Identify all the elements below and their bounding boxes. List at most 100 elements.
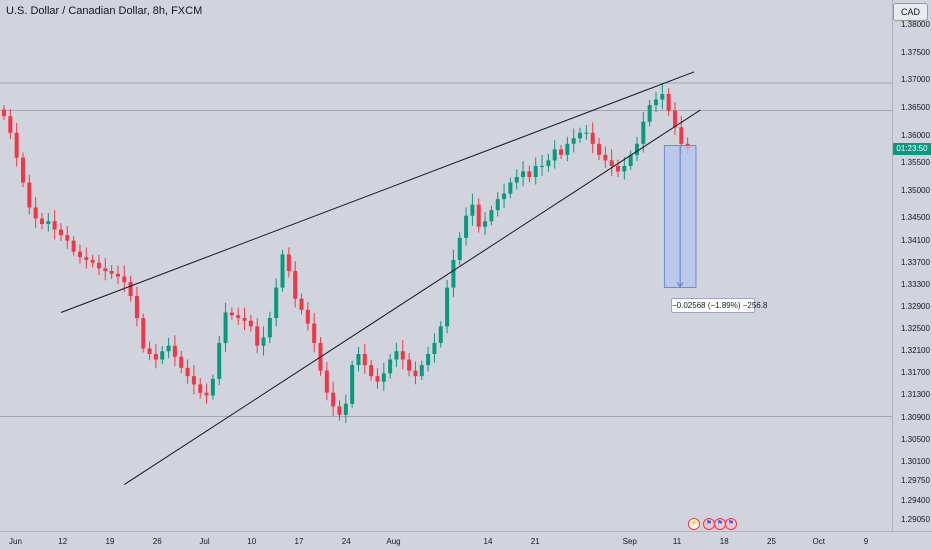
candle-body: [280, 254, 285, 288]
time-tick-label: 11: [672, 537, 682, 546]
price-tick-label: 1.34100: [901, 235, 930, 245]
candle-body: [394, 351, 399, 360]
candle-body: [552, 149, 557, 161]
price-tick-label: 1.35500: [901, 158, 930, 168]
candle-body: [559, 149, 564, 155]
candle-body: [331, 392, 336, 407]
candle-body: [584, 132, 589, 134]
candle-body: [470, 204, 475, 216]
price-tick-label: 1.30900: [901, 412, 930, 422]
price-tick-label: 1.31300: [901, 390, 930, 400]
price-tick-label: 1.29750: [901, 476, 930, 486]
candle-body: [603, 154, 608, 161]
trendline: [60, 71, 695, 313]
candle-body: [375, 376, 380, 382]
candle-body: [147, 348, 152, 354]
measure-label: −0.02568 (−1.89%) −256.8: [671, 298, 767, 313]
candle-body: [71, 240, 76, 252]
candle-body: [590, 132, 595, 144]
time-tick-label: Aug: [386, 537, 401, 546]
candle-body: [514, 177, 519, 183]
candle-body: [210, 378, 215, 396]
price-tick-label: 1.33700: [901, 257, 930, 267]
candle-body: [489, 210, 494, 222]
price-tick-label: 1.29050: [901, 514, 930, 524]
time-tick-label: 10: [247, 537, 257, 546]
candle-body: [312, 323, 317, 343]
candle-body: [527, 171, 532, 177]
candle-body: [388, 359, 393, 374]
candle-body: [597, 143, 602, 155]
candle-body: [521, 171, 526, 177]
candle-body: [122, 276, 127, 283]
candle-body: [179, 356, 184, 368]
candle-body: [495, 199, 500, 211]
candle-body: [609, 160, 614, 166]
currency-button[interactable]: CAD: [893, 3, 928, 21]
price-tick-label: 1.34500: [901, 213, 930, 223]
candle-body: [103, 268, 108, 272]
price-tick-label: 1.32900: [901, 301, 930, 311]
candle-body: [77, 251, 82, 258]
time-tick-label: Sep: [622, 537, 637, 546]
candle-body: [236, 315, 241, 319]
candle-body: [166, 345, 171, 352]
candle-body: [90, 259, 95, 263]
candle-body: [635, 143, 639, 155]
candle-body: [540, 165, 545, 167]
time-tick-label: 19: [105, 537, 115, 546]
price-tick-label: 1.35000: [901, 185, 930, 195]
price-tick-label: 1.30500: [901, 434, 930, 444]
candle-body: [565, 143, 570, 155]
candle-body: [8, 116, 13, 133]
price-tick-label: 1.33300: [901, 279, 930, 289]
chart-title: U.S. Dollar / Canadian Dollar, 8h, FXCM: [6, 5, 203, 17]
candle-body: [46, 221, 51, 225]
candle-body: [96, 262, 101, 269]
price-tick-label: 1.38000: [901, 19, 930, 29]
candle-body: [33, 207, 38, 219]
candle-body: [128, 282, 133, 296]
price-tick-label: 1.37000: [901, 75, 930, 85]
candle-body: [229, 312, 234, 316]
time-tick-label: 17: [294, 537, 304, 546]
candle-body: [274, 287, 279, 319]
us-flag-icon[interactable]: ⚑: [725, 518, 737, 530]
time-tick-label: Oct: [812, 537, 825, 546]
candle-body: [432, 342, 437, 354]
time-tick-label: Jul: [199, 537, 210, 546]
candle-body: [400, 351, 405, 360]
lightning-icon[interactable]: ⚡: [688, 518, 700, 530]
candle-body: [286, 254, 291, 272]
candle-body: [223, 312, 228, 343]
candle-body: [419, 365, 424, 377]
candle-body: [343, 403, 348, 415]
time-axis-divider: [0, 531, 932, 532]
candle-body: [20, 157, 25, 183]
candle-body: [267, 318, 272, 338]
candle-body: [666, 94, 671, 111]
candle-body: [217, 342, 222, 379]
last-price-countdown: 01:23:50: [893, 142, 931, 155]
candle-body: [476, 204, 481, 227]
price-tick-label: 1.31700: [901, 368, 930, 378]
candle-body: [84, 257, 89, 260]
candle-body: [362, 354, 367, 366]
time-tick-label: 26: [152, 537, 162, 546]
candle-body: [533, 165, 538, 177]
candle-body: [248, 320, 253, 327]
measure-arrow-head: [676, 282, 684, 288]
candle-body: [255, 326, 260, 346]
candle-body: [350, 365, 355, 404]
candle-body: [204, 392, 209, 396]
candle-body: [438, 326, 443, 343]
candle-body: [679, 127, 684, 144]
candle-body: [153, 354, 158, 360]
candle-body: [413, 370, 418, 377]
time-tick-label: 24: [341, 537, 351, 546]
time-tick-label: 21: [530, 537, 540, 546]
candle-body: [622, 165, 627, 172]
candle-body: [546, 160, 551, 166]
